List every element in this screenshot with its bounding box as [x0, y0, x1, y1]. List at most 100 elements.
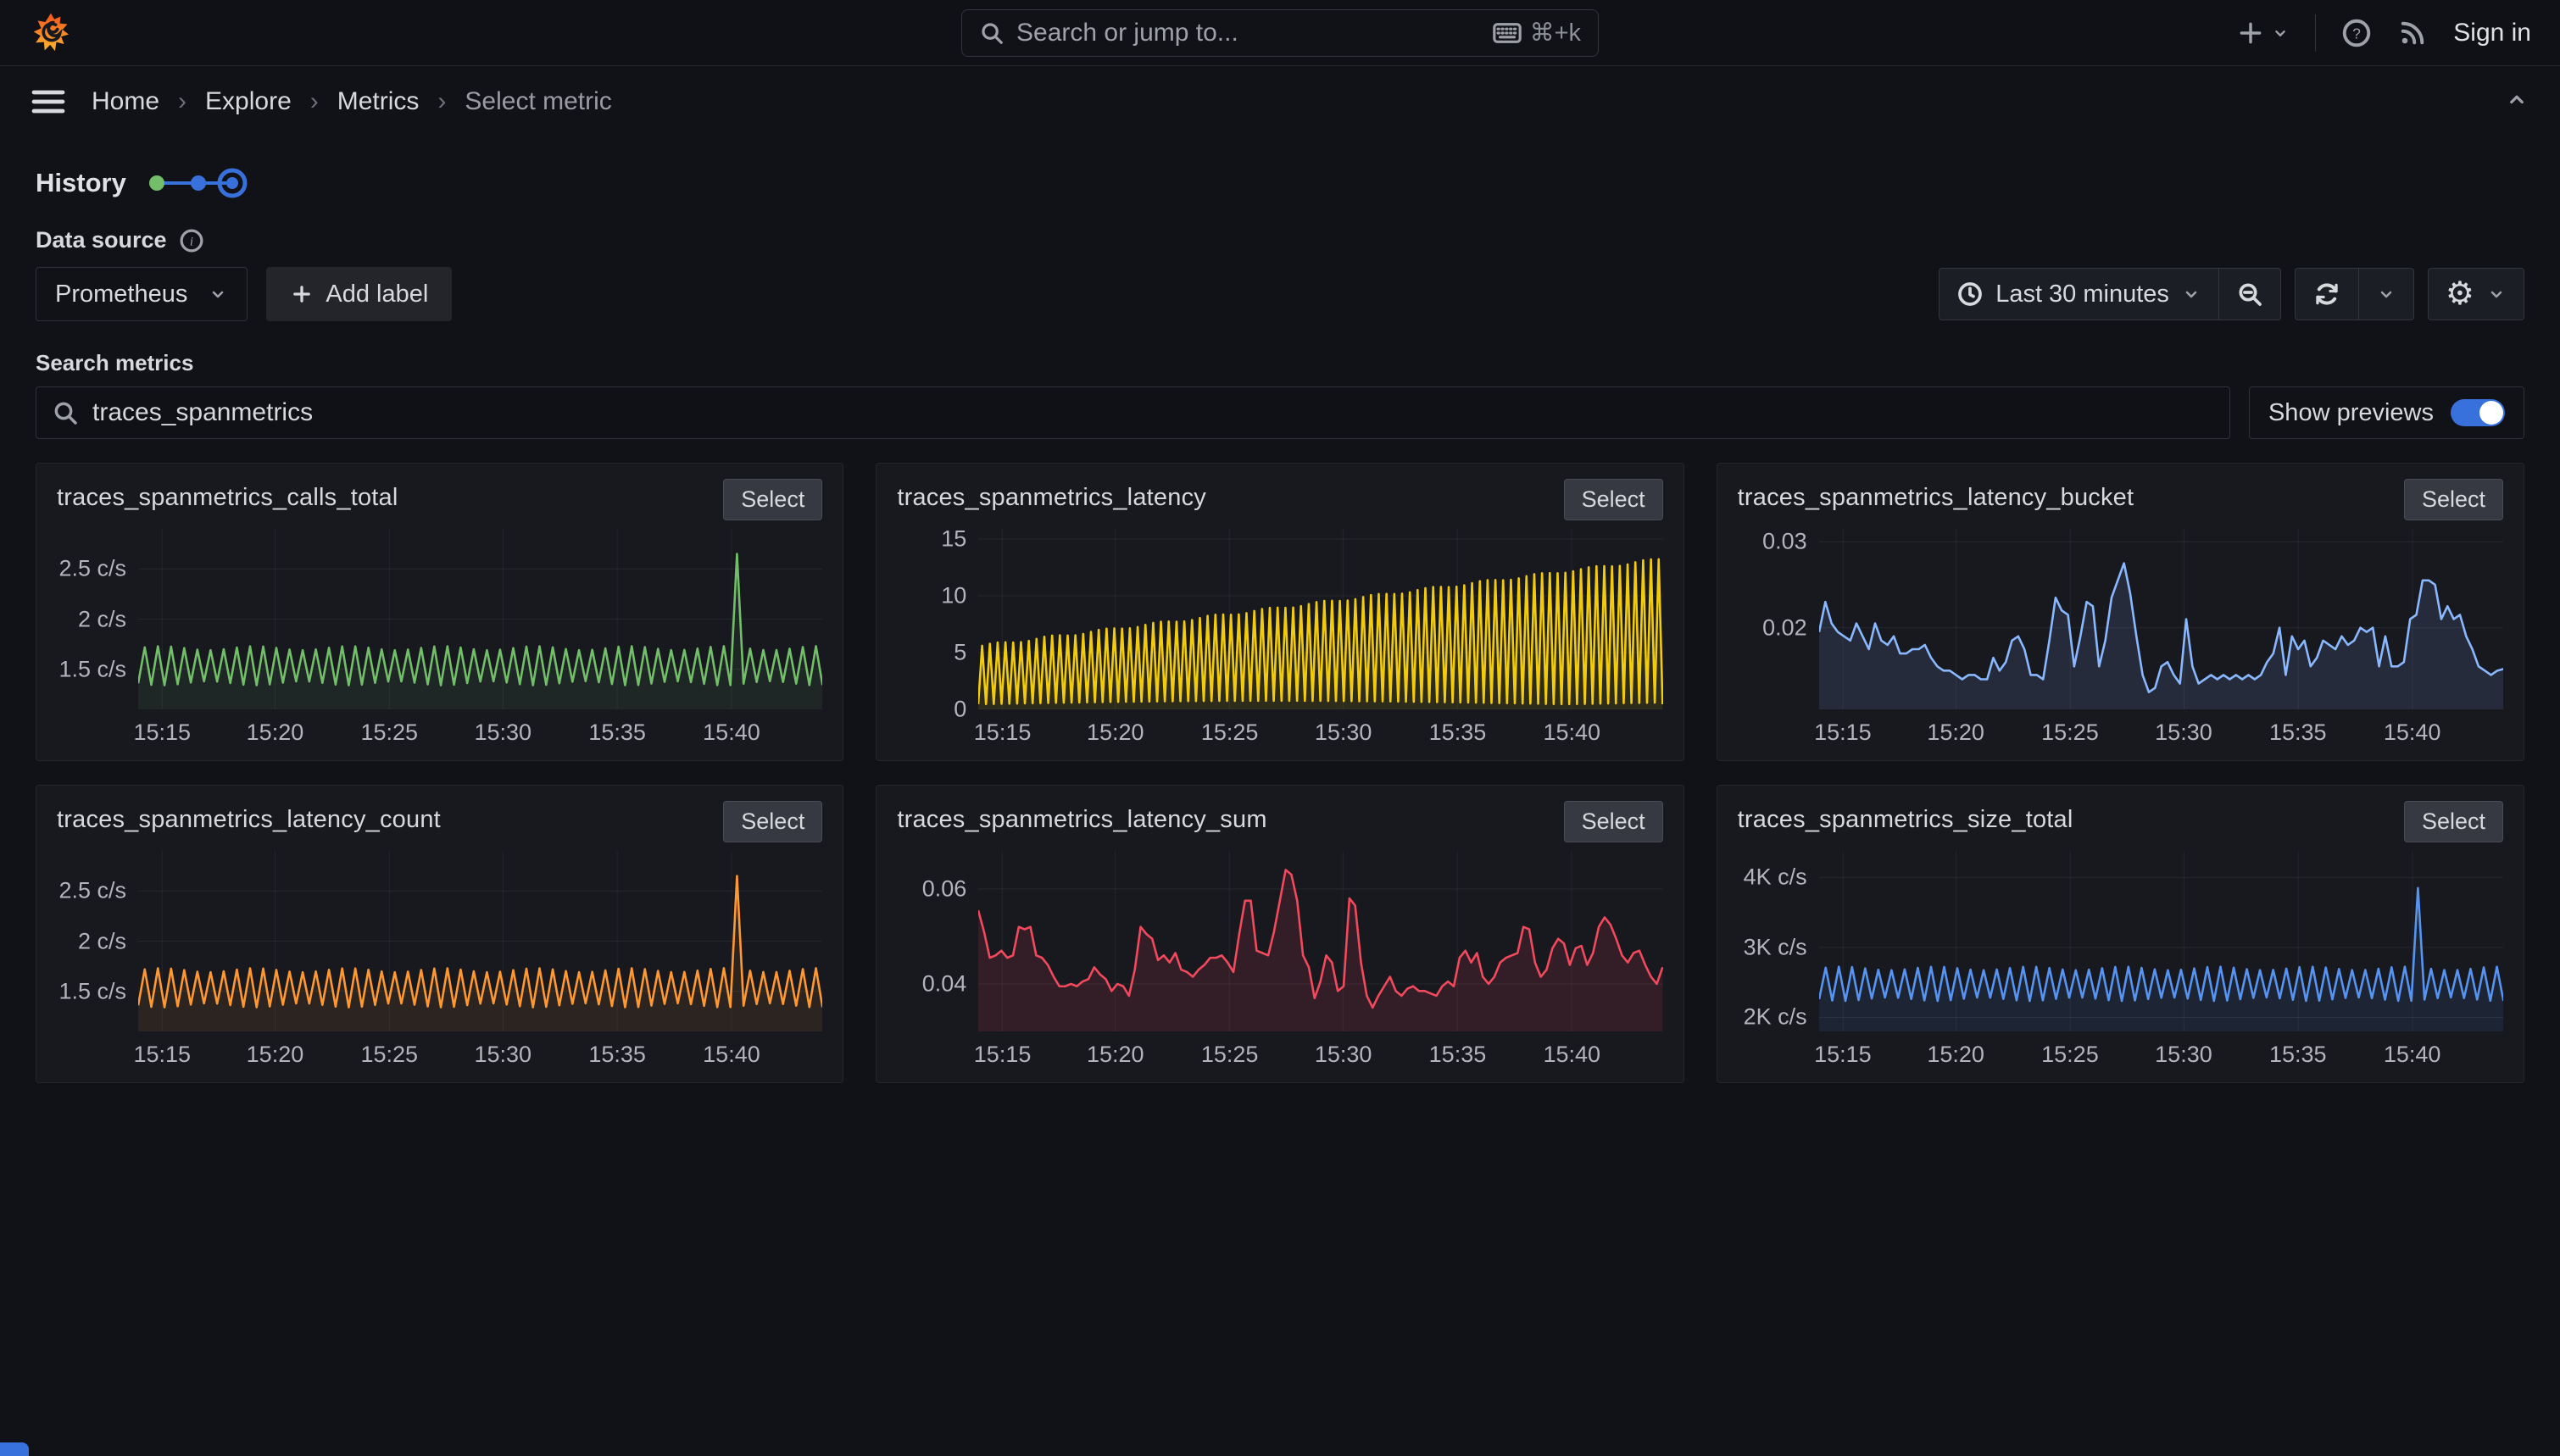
y-tick-label: 2.5 c/s	[58, 556, 126, 582]
search-metrics-input[interactable]: traces_spanmetrics	[36, 386, 2230, 439]
chevron-up-icon	[2504, 87, 2529, 113]
x-tick-label: 15:15	[1814, 720, 1872, 746]
metric-title: traces_spanmetrics_size_total	[1738, 801, 2073, 834]
x-tick-label: 15:40	[2384, 720, 2441, 746]
top-nav: Search or jump to... ⌘+k ?	[0, 0, 2560, 66]
y-tick-label: 3K c/s	[1744, 934, 1807, 960]
select-metric-button[interactable]: Select	[2404, 479, 2503, 520]
y-tick-label: 5	[954, 640, 966, 666]
add-label-button[interactable]: Add label	[266, 267, 452, 321]
grafana-logo[interactable]	[29, 11, 73, 55]
breadcrumb-bar: Home › Explore › Metrics › Select metric	[0, 66, 2560, 137]
metric-preview-chart[interactable]: 2.5 c/s2 c/s1.5 c/s 15:1515:2015:2515:30…	[57, 851, 822, 1070]
metric-preview-chart[interactable]: 2.5 c/s2 c/s1.5 c/s 15:1515:2015:2515:30…	[57, 529, 822, 748]
metric-preview-chart[interactable]: 151050 15:1515:2015:2515:3015:3515:40	[897, 529, 1662, 748]
y-axis-labels: 151050	[897, 529, 978, 709]
select-metric-button[interactable]: Select	[1564, 801, 1663, 842]
metric-card: traces_spanmetrics_size_total Select 4K …	[1717, 785, 2524, 1083]
refresh-interval-dropdown[interactable]	[2359, 268, 2414, 320]
x-tick-label: 15:25	[360, 1042, 418, 1068]
svg-text:?: ?	[2352, 25, 2361, 42]
search-icon	[979, 20, 1005, 46]
x-tick-label: 15:35	[588, 1042, 646, 1068]
x-axis-labels: 15:1515:2015:2515:3015:3515:40	[138, 1031, 822, 1070]
select-metric-button[interactable]: Select	[2404, 801, 2503, 842]
y-tick-label: 0	[954, 697, 966, 723]
y-tick-label: 2 c/s	[78, 928, 126, 954]
global-search-placeholder: Search or jump to...	[1016, 19, 1481, 47]
history-step-blue[interactable]	[191, 175, 206, 191]
select-metric-button[interactable]: Select	[723, 801, 822, 842]
x-tick-label: 15:20	[1087, 720, 1144, 746]
x-tick-label: 15:40	[703, 720, 760, 746]
y-tick-label: 0.06	[922, 875, 967, 902]
x-tick-label: 15:20	[1927, 720, 1984, 746]
metric-title: traces_spanmetrics_latency_count	[57, 801, 441, 834]
select-metric-button[interactable]: Select	[1564, 479, 1663, 520]
metric-preview-chart[interactable]: 0.030.02 15:1515:2015:2515:3015:3515:40	[1738, 529, 2503, 748]
breadcrumb-select-metric: Select metric	[465, 87, 611, 116]
metric-card: traces_spanmetrics_latency Select 151050…	[876, 463, 1683, 761]
breadcrumb-explore[interactable]: Explore	[205, 87, 292, 116]
breadcrumb-metrics[interactable]: Metrics	[337, 87, 420, 116]
x-tick-label: 15:30	[1315, 720, 1372, 746]
x-tick-label: 15:35	[2269, 720, 2327, 746]
x-tick-label: 15:30	[2155, 720, 2212, 746]
help-button[interactable]: ?	[2341, 18, 2372, 48]
news-button[interactable]	[2397, 18, 2428, 48]
select-metric-button[interactable]: Select	[723, 479, 822, 520]
refresh-button[interactable]	[2295, 268, 2359, 320]
datasource-picker[interactable]: Prometheus	[36, 267, 248, 321]
x-tick-label: 15:25	[1201, 1042, 1259, 1068]
breadcrumb-home[interactable]: Home	[92, 87, 159, 116]
zoom-out-time-button[interactable]	[2219, 268, 2281, 320]
chevron-down-icon	[2376, 284, 2396, 304]
settings-button[interactable]: ⚙	[2428, 268, 2524, 320]
x-tick-label: 15:40	[2384, 1042, 2441, 1068]
x-tick-label: 15:40	[703, 1042, 760, 1068]
sign-in-button[interactable]: Sign in	[2453, 19, 2531, 47]
collapse-header-button[interactable]	[2504, 87, 2529, 117]
search-icon	[52, 399, 79, 426]
x-tick-label: 15:20	[1087, 1042, 1144, 1068]
x-tick-label: 15:25	[1201, 720, 1259, 746]
show-previews-toggle[interactable]	[2451, 399, 2505, 426]
chevron-down-icon	[2486, 284, 2507, 304]
time-range-picker[interactable]: Last 30 minutes	[1939, 268, 2219, 320]
history-timeline[interactable]	[145, 164, 248, 202]
y-tick-label: 0.04	[922, 970, 967, 997]
breadcrumb: Home › Explore › Metrics › Select metric	[92, 87, 612, 116]
x-tick-label: 15:15	[974, 1042, 1032, 1068]
x-tick-label: 15:20	[247, 1042, 304, 1068]
menu-toggle-button[interactable]	[31, 87, 66, 116]
metric-title: traces_spanmetrics_latency	[897, 479, 1206, 512]
info-icon[interactable]: i	[179, 228, 204, 253]
breadcrumb-separator: ›	[178, 87, 186, 116]
x-tick-label: 15:35	[1429, 1042, 1487, 1068]
metric-title: traces_spanmetrics_calls_total	[57, 479, 398, 512]
x-axis-labels: 15:1515:2015:2515:3015:3515:40	[978, 709, 1662, 748]
nav-divider	[2315, 14, 2316, 52]
global-search-input[interactable]: Search or jump to... ⌘+k	[961, 9, 1599, 57]
x-tick-label: 15:20	[247, 720, 304, 746]
y-tick-label: 0.02	[1762, 614, 1807, 641]
x-tick-label: 15:35	[2269, 1042, 2327, 1068]
toggle-knob	[2479, 401, 2503, 425]
metric-preview-chart[interactable]: 0.060.04 15:1515:2015:2515:3015:3515:40	[897, 851, 1662, 1070]
history-step-green[interactable]	[149, 175, 164, 191]
zoom-out-icon	[2236, 281, 2263, 308]
y-tick-label: 2 c/s	[78, 606, 126, 632]
x-axis-labels: 15:1515:2015:2515:3015:3515:40	[1819, 1031, 2503, 1070]
y-tick-label: 4K c/s	[1744, 864, 1807, 891]
datasource-label: Data source	[36, 227, 167, 253]
chevron-down-icon	[2181, 284, 2201, 304]
controls-row: Prometheus Add label Last 30 minutes	[36, 267, 2524, 321]
y-tick-label: 15	[941, 526, 966, 553]
new-menu-button[interactable]	[2237, 19, 2290, 47]
x-tick-label: 15:25	[2041, 720, 2099, 746]
metric-preview-chart[interactable]: 4K c/s3K c/s2K c/s 15:1515:2015:2515:301…	[1738, 851, 2503, 1070]
metric-card: traces_spanmetrics_latency_count Select …	[36, 785, 843, 1083]
y-tick-label: 2K c/s	[1744, 1004, 1807, 1031]
y-tick-label: 1.5 c/s	[58, 978, 126, 1004]
x-tick-label: 15:15	[1814, 1042, 1872, 1068]
